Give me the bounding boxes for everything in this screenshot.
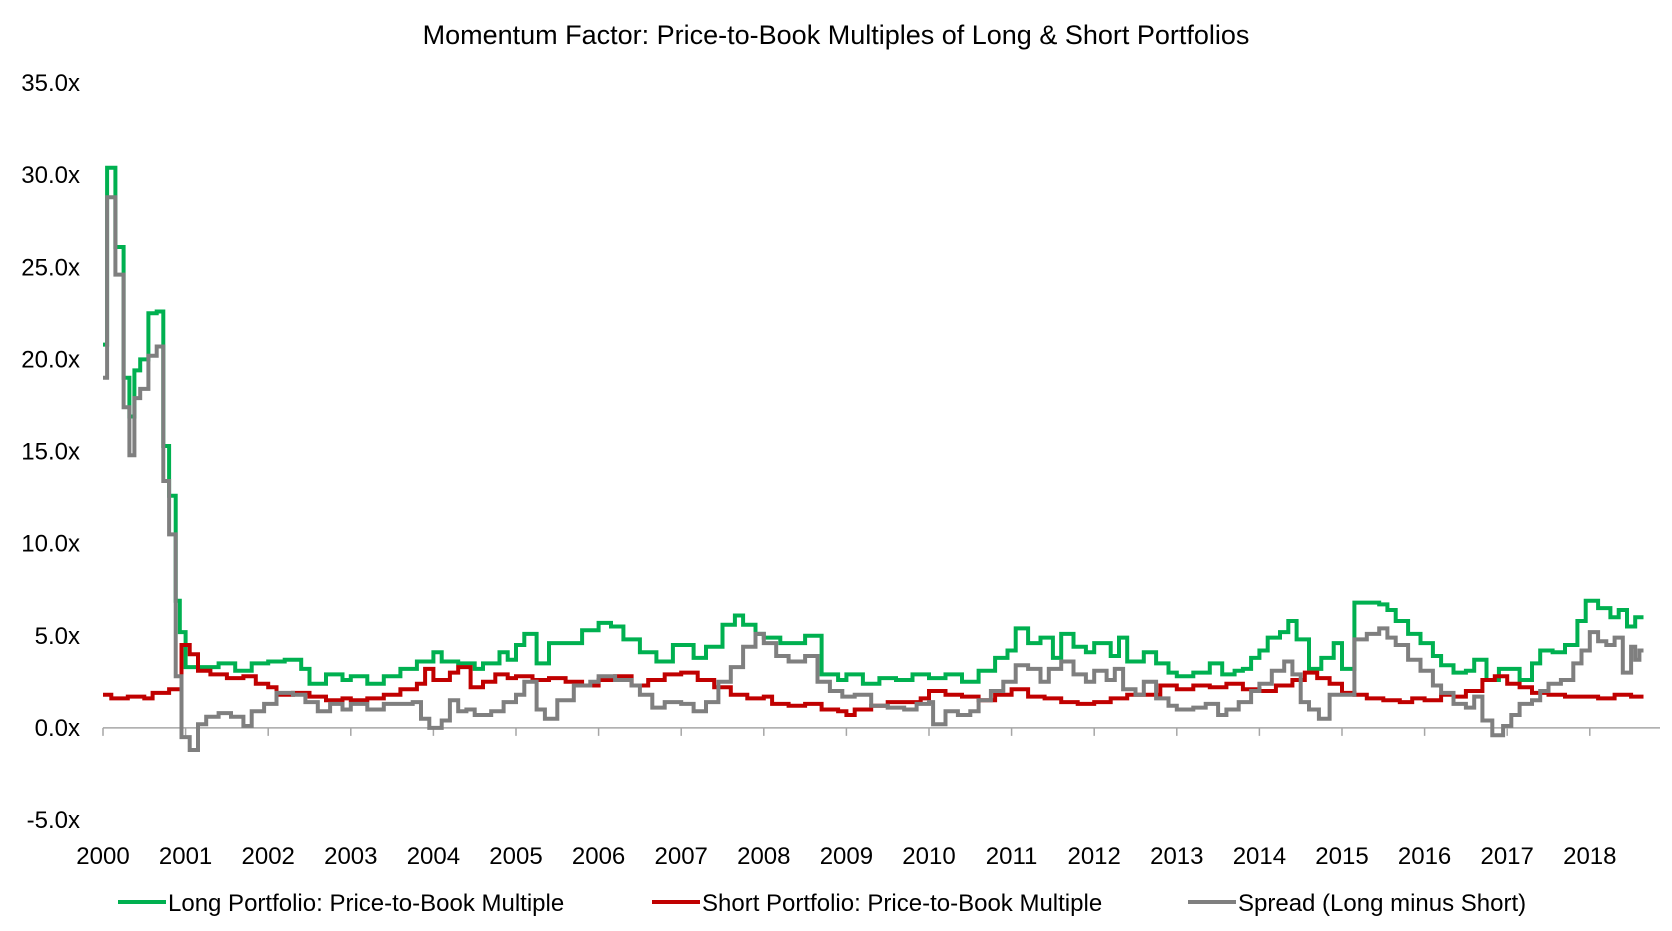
x-tick-label: 2014 [1233, 843, 1286, 870]
series-line-3 [103, 195, 1644, 752]
legend-label: Long Portfolio: Price-to-Book Multiple [168, 890, 564, 917]
y-axis: -5.0x 0.0x 5.0x 10.0x 15.0x 20.0x 25.0x 30.0x 35… [21, 70, 80, 834]
x-tick-label: 2008 [737, 843, 790, 870]
x-tick-label: 2018 [1563, 843, 1616, 870]
series-lines [103, 165, 1644, 752]
x-tick-label: 2007 [655, 843, 708, 870]
y-tick-label: 10.0x [21, 531, 80, 558]
y-tick-label: -5.0x [27, 807, 80, 834]
x-tick-label: 2006 [572, 843, 625, 870]
x-tick-label: 2011 [986, 843, 1038, 870]
y-tick-label: 15.0x [21, 439, 80, 466]
chart-title: Momentum Factor: Price-to-Book Multiples… [423, 20, 1250, 50]
x-tick-label: 2012 [1067, 843, 1120, 870]
y-tick-label: 30.0x [21, 162, 80, 189]
x-tick-label: 2015 [1315, 843, 1368, 870]
x-tick-label: 2000 [76, 843, 129, 870]
x-tick-label: 2002 [242, 843, 295, 870]
y-tick-label: 20.0x [21, 346, 80, 373]
x-tick-label: 2017 [1480, 843, 1533, 870]
legend-label: Short Portfolio: Price-to-Book Multiple [702, 890, 1102, 917]
y-tick-label: 0.0x [35, 715, 80, 742]
series-line-1 [103, 165, 1644, 686]
x-axis: 2000 2001 2002 2003 2004 2005 2006 2007 2008 2009… [76, 727, 1660, 870]
y-tick-label: 5.0x [35, 623, 80, 650]
y-tick-label: 35.0x [21, 70, 80, 97]
x-tick-label: 2004 [407, 843, 460, 870]
x-tick-label: 2003 [324, 843, 377, 870]
x-tick-label: 2013 [1150, 843, 1203, 870]
series-line-2 [103, 643, 1644, 717]
x-tick-label: 2005 [489, 843, 542, 870]
y-tick-label: 25.0x [21, 254, 80, 281]
legend-label: Spread (Long minus Short) [1238, 890, 1526, 917]
x-tick-label: 2016 [1398, 843, 1451, 870]
x-tick-label: 2009 [820, 843, 873, 870]
x-tick-label: 2010 [902, 843, 955, 870]
legend: Long Portfolio: Price-to-Book Multiple Sh… [118, 890, 1526, 917]
x-tick-label: 2001 [159, 843, 212, 870]
